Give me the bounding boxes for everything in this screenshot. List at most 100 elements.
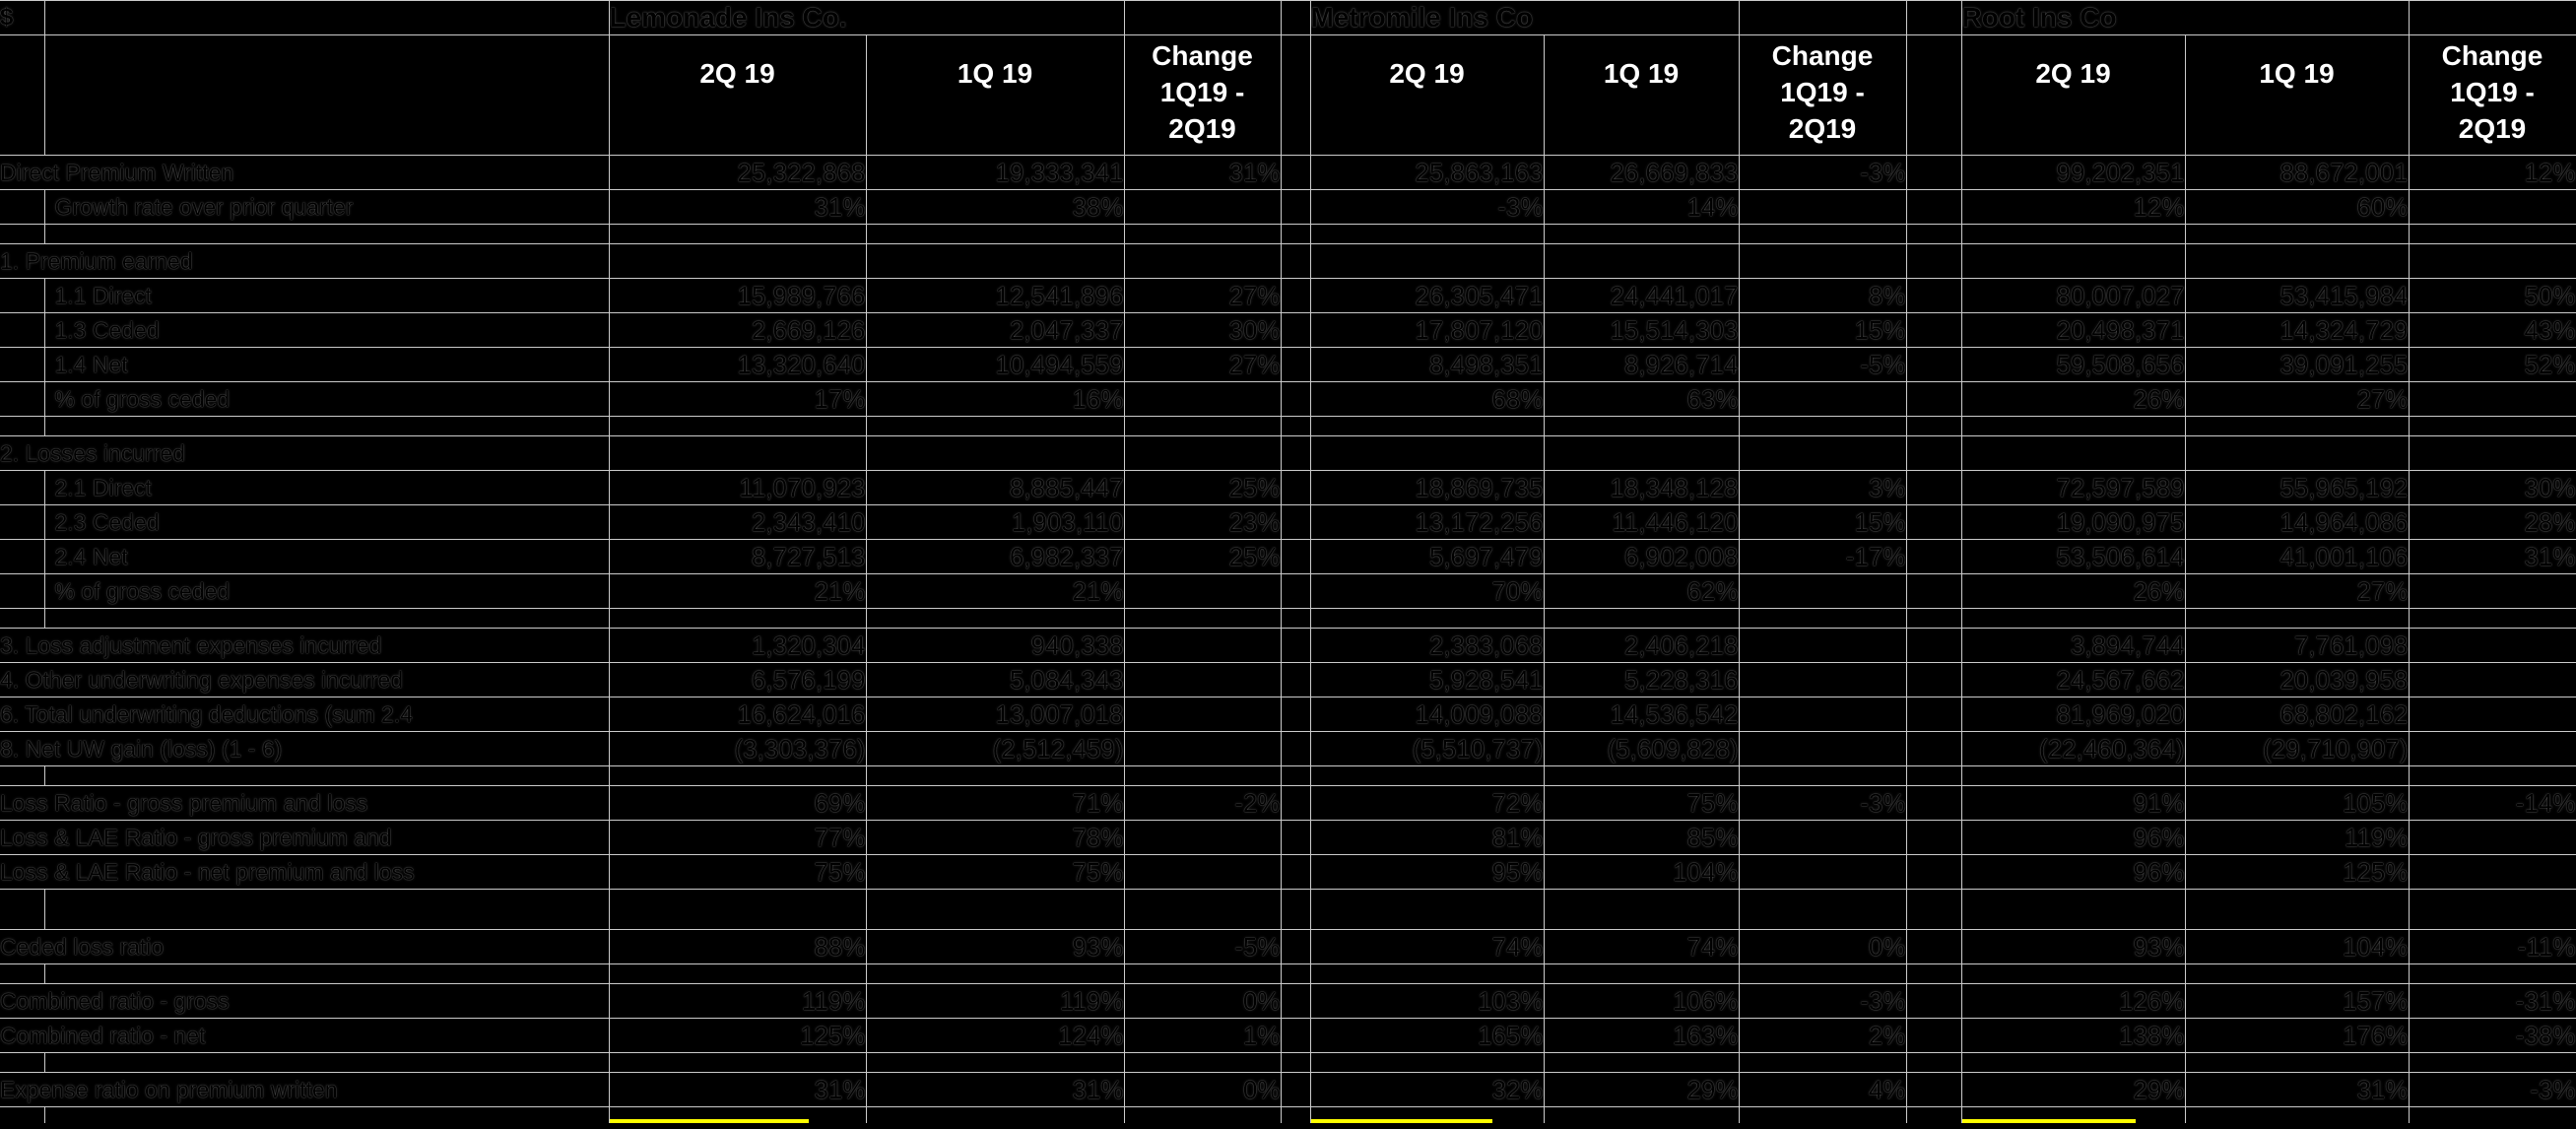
blank-cell[interactable] [43, 1052, 610, 1073]
cell-metromile-2q19[interactable]: 8,498,351 [1309, 347, 1545, 382]
cell-root-2q19[interactable]: 19,090,975 [1960, 504, 2186, 540]
indent-cell[interactable] [0, 189, 45, 225]
cell-root-1q19[interactable]: 104% [2184, 929, 2410, 964]
cell-root-1q19[interactable] [2184, 416, 2410, 436]
cell-metromile-change[interactable]: -3% [1738, 155, 1907, 190]
cell-root-2q19[interactable]: (22,460,364) [1960, 731, 2186, 766]
blank-cell[interactable] [0, 416, 45, 436]
blank-cell[interactable] [43, 416, 610, 436]
cell-lemonade-2q19[interactable]: 125% [608, 1018, 867, 1053]
cell-root-2q19[interactable]: 24,567,662 [1960, 662, 2186, 697]
cell-lemonade-2q19[interactable]: 2,669,126 [608, 312, 867, 348]
cell-metromile-2q19[interactable]: -3% [1309, 189, 1545, 225]
cell-lemonade-1q19[interactable]: 16% [865, 381, 1125, 417]
cell-lemonade-change[interactable] [1123, 697, 1282, 732]
cell-root-2q19[interactable]: 26% [1960, 573, 2186, 609]
cell-lemonade-change[interactable]: 30% [1123, 312, 1282, 348]
cell-lemonade-2q19[interactable]: 21% [608, 573, 867, 609]
cell-metromile-change[interactable] [1738, 573, 1907, 609]
cell-root-change[interactable] [2408, 963, 2576, 984]
cell-lemonade-2q19[interactable] [608, 435, 867, 471]
cell-root-change[interactable] [2408, 854, 2576, 890]
header-change-lemonade[interactable]: Change 1Q19 - 2Q19 [1123, 34, 1282, 156]
cell-root-1q19[interactable] [2184, 224, 2410, 244]
cell-root-change[interactable] [2408, 765, 2576, 786]
cell-metromile-1q19[interactable]: 74% [1543, 929, 1740, 964]
cell-lemonade-1q19[interactable]: 31% [865, 1072, 1125, 1107]
cell-metromile-2q19[interactable]: 14,009,088 [1309, 697, 1545, 732]
cell-root-change[interactable]: 52% [2408, 347, 2576, 382]
cell-lemonade-1q19[interactable]: 119% [865, 983, 1125, 1019]
cell-lemonade-change[interactable]: -2% [1123, 785, 1282, 821]
cell-root-1q19[interactable] [2184, 243, 2410, 279]
cell-root-1q19[interactable]: 119% [2184, 820, 2410, 855]
cell-root-1q19[interactable]: 55,965,192 [2184, 470, 2410, 505]
cell-metromile-change[interactable] [1738, 1052, 1907, 1073]
cell-metromile-1q19[interactable] [1543, 435, 1740, 471]
cell-lemonade-change[interactable]: -5% [1123, 929, 1282, 964]
cell-root-2q19[interactable]: 3,894,744 [1960, 628, 2186, 663]
cell-lemonade-change[interactable] [1123, 381, 1282, 417]
row-label[interactable]: 1. Premium earned [0, 243, 610, 279]
cell-metromile-change[interactable]: 2% [1738, 1018, 1907, 1053]
cell-root-change[interactable]: -11% [2408, 929, 2576, 964]
cell-metromile-2q19[interactable] [1309, 608, 1545, 629]
cell-lemonade-change[interactable]: 23% [1123, 504, 1282, 540]
cell-root-1q19[interactable]: (29,710,907) [2184, 731, 2410, 766]
strip-cell-metromile-change[interactable] [1738, 1106, 1907, 1123]
cell-root-change[interactable] [2408, 381, 2576, 417]
cell-metromile-1q19[interactable]: 6,902,008 [1543, 539, 1740, 574]
cell-lemonade-2q19[interactable]: 1,320,304 [608, 628, 867, 663]
strip-cell-lemonade-1q19[interactable] [865, 1106, 1125, 1123]
row-label[interactable]: Loss & LAE Ratio - net premium and loss [0, 854, 610, 890]
cell-lemonade-1q19[interactable] [865, 243, 1125, 279]
cell-lemonade-1q19[interactable]: 124% [865, 1018, 1125, 1053]
cell-metromile-change[interactable]: 0% [1738, 929, 1907, 964]
cell-lemonade-change[interactable] [1123, 608, 1282, 629]
header-1q19-metromile[interactable]: 1Q 19 [1543, 34, 1740, 156]
cell-root-1q19[interactable] [2184, 889, 2410, 930]
row-label[interactable]: 6. Total underwriting deductions (sum 2.… [0, 697, 610, 732]
row-label[interactable]: Combined ratio - net [0, 1018, 610, 1053]
cell-metromile-1q19[interactable]: 63% [1543, 381, 1740, 417]
company-header-metromile[interactable]: Metromile Ins Co [1309, 0, 1740, 35]
cell-root-1q19[interactable]: 27% [2184, 381, 2410, 417]
indent-cell[interactable] [0, 381, 45, 417]
cell-metromile-change[interactable] [1738, 889, 1907, 930]
cell-root-change[interactable] [2408, 731, 2576, 766]
cell-lemonade-change[interactable] [1123, 628, 1282, 663]
row-label[interactable]: 1.3 Ceded [43, 312, 610, 348]
cell-lemonade-1q19[interactable] [865, 608, 1125, 629]
cell-metromile-2q19[interactable]: 25,863,163 [1309, 155, 1545, 190]
cell-lemonade-change[interactable]: 0% [1123, 983, 1282, 1019]
cell-root-2q19[interactable] [1960, 889, 2186, 930]
cell-metromile-change[interactable] [1738, 820, 1907, 855]
cell-lemonade-2q19[interactable]: (3,303,376) [608, 731, 867, 766]
cell-lemonade-1q19[interactable]: 21% [865, 573, 1125, 609]
cell-metromile-2q19[interactable]: 2,383,068 [1309, 628, 1545, 663]
row-label[interactable]: Growth rate over prior quarter [43, 189, 610, 225]
cell-lemonade-change[interactable] [1123, 189, 1282, 225]
cell-lemonade-change[interactable]: 27% [1123, 278, 1282, 313]
cell-metromile-2q19[interactable] [1309, 765, 1545, 786]
blank-cell[interactable] [43, 963, 610, 984]
cell-lemonade-2q19[interactable]: 8,727,513 [608, 539, 867, 574]
cell-lemonade-1q19[interactable]: 93% [865, 929, 1125, 964]
cell-metromile-2q19[interactable]: 5,697,479 [1309, 539, 1545, 574]
cell-lemonade-change[interactable] [1123, 765, 1282, 786]
cell-metromile-1q19[interactable]: 24,441,017 [1543, 278, 1740, 313]
cell-root-2q19[interactable] [1960, 963, 2186, 984]
cell-metromile-change[interactable] [1738, 416, 1907, 436]
cell-root-1q19[interactable] [2184, 765, 2410, 786]
cell-metromile-1q19[interactable]: 5,228,316 [1543, 662, 1740, 697]
cell-root-change[interactable] [2408, 573, 2576, 609]
cell-metromile-1q19[interactable]: 8,926,714 [1543, 347, 1740, 382]
cell-lemonade-1q19[interactable]: 1,903,110 [865, 504, 1125, 540]
strip-cell-root-2q19[interactable] [1960, 1106, 2186, 1123]
cell-root-1q19[interactable]: 88,672,001 [2184, 155, 2410, 190]
cell-lemonade-1q19[interactable]: 6,982,337 [865, 539, 1125, 574]
cell-metromile-1q19[interactable]: 75% [1543, 785, 1740, 821]
cell-metromile-change[interactable]: 4% [1738, 1072, 1907, 1107]
cell-lemonade-1q19[interactable]: 71% [865, 785, 1125, 821]
cell-root-2q19[interactable]: 12% [1960, 189, 2186, 225]
